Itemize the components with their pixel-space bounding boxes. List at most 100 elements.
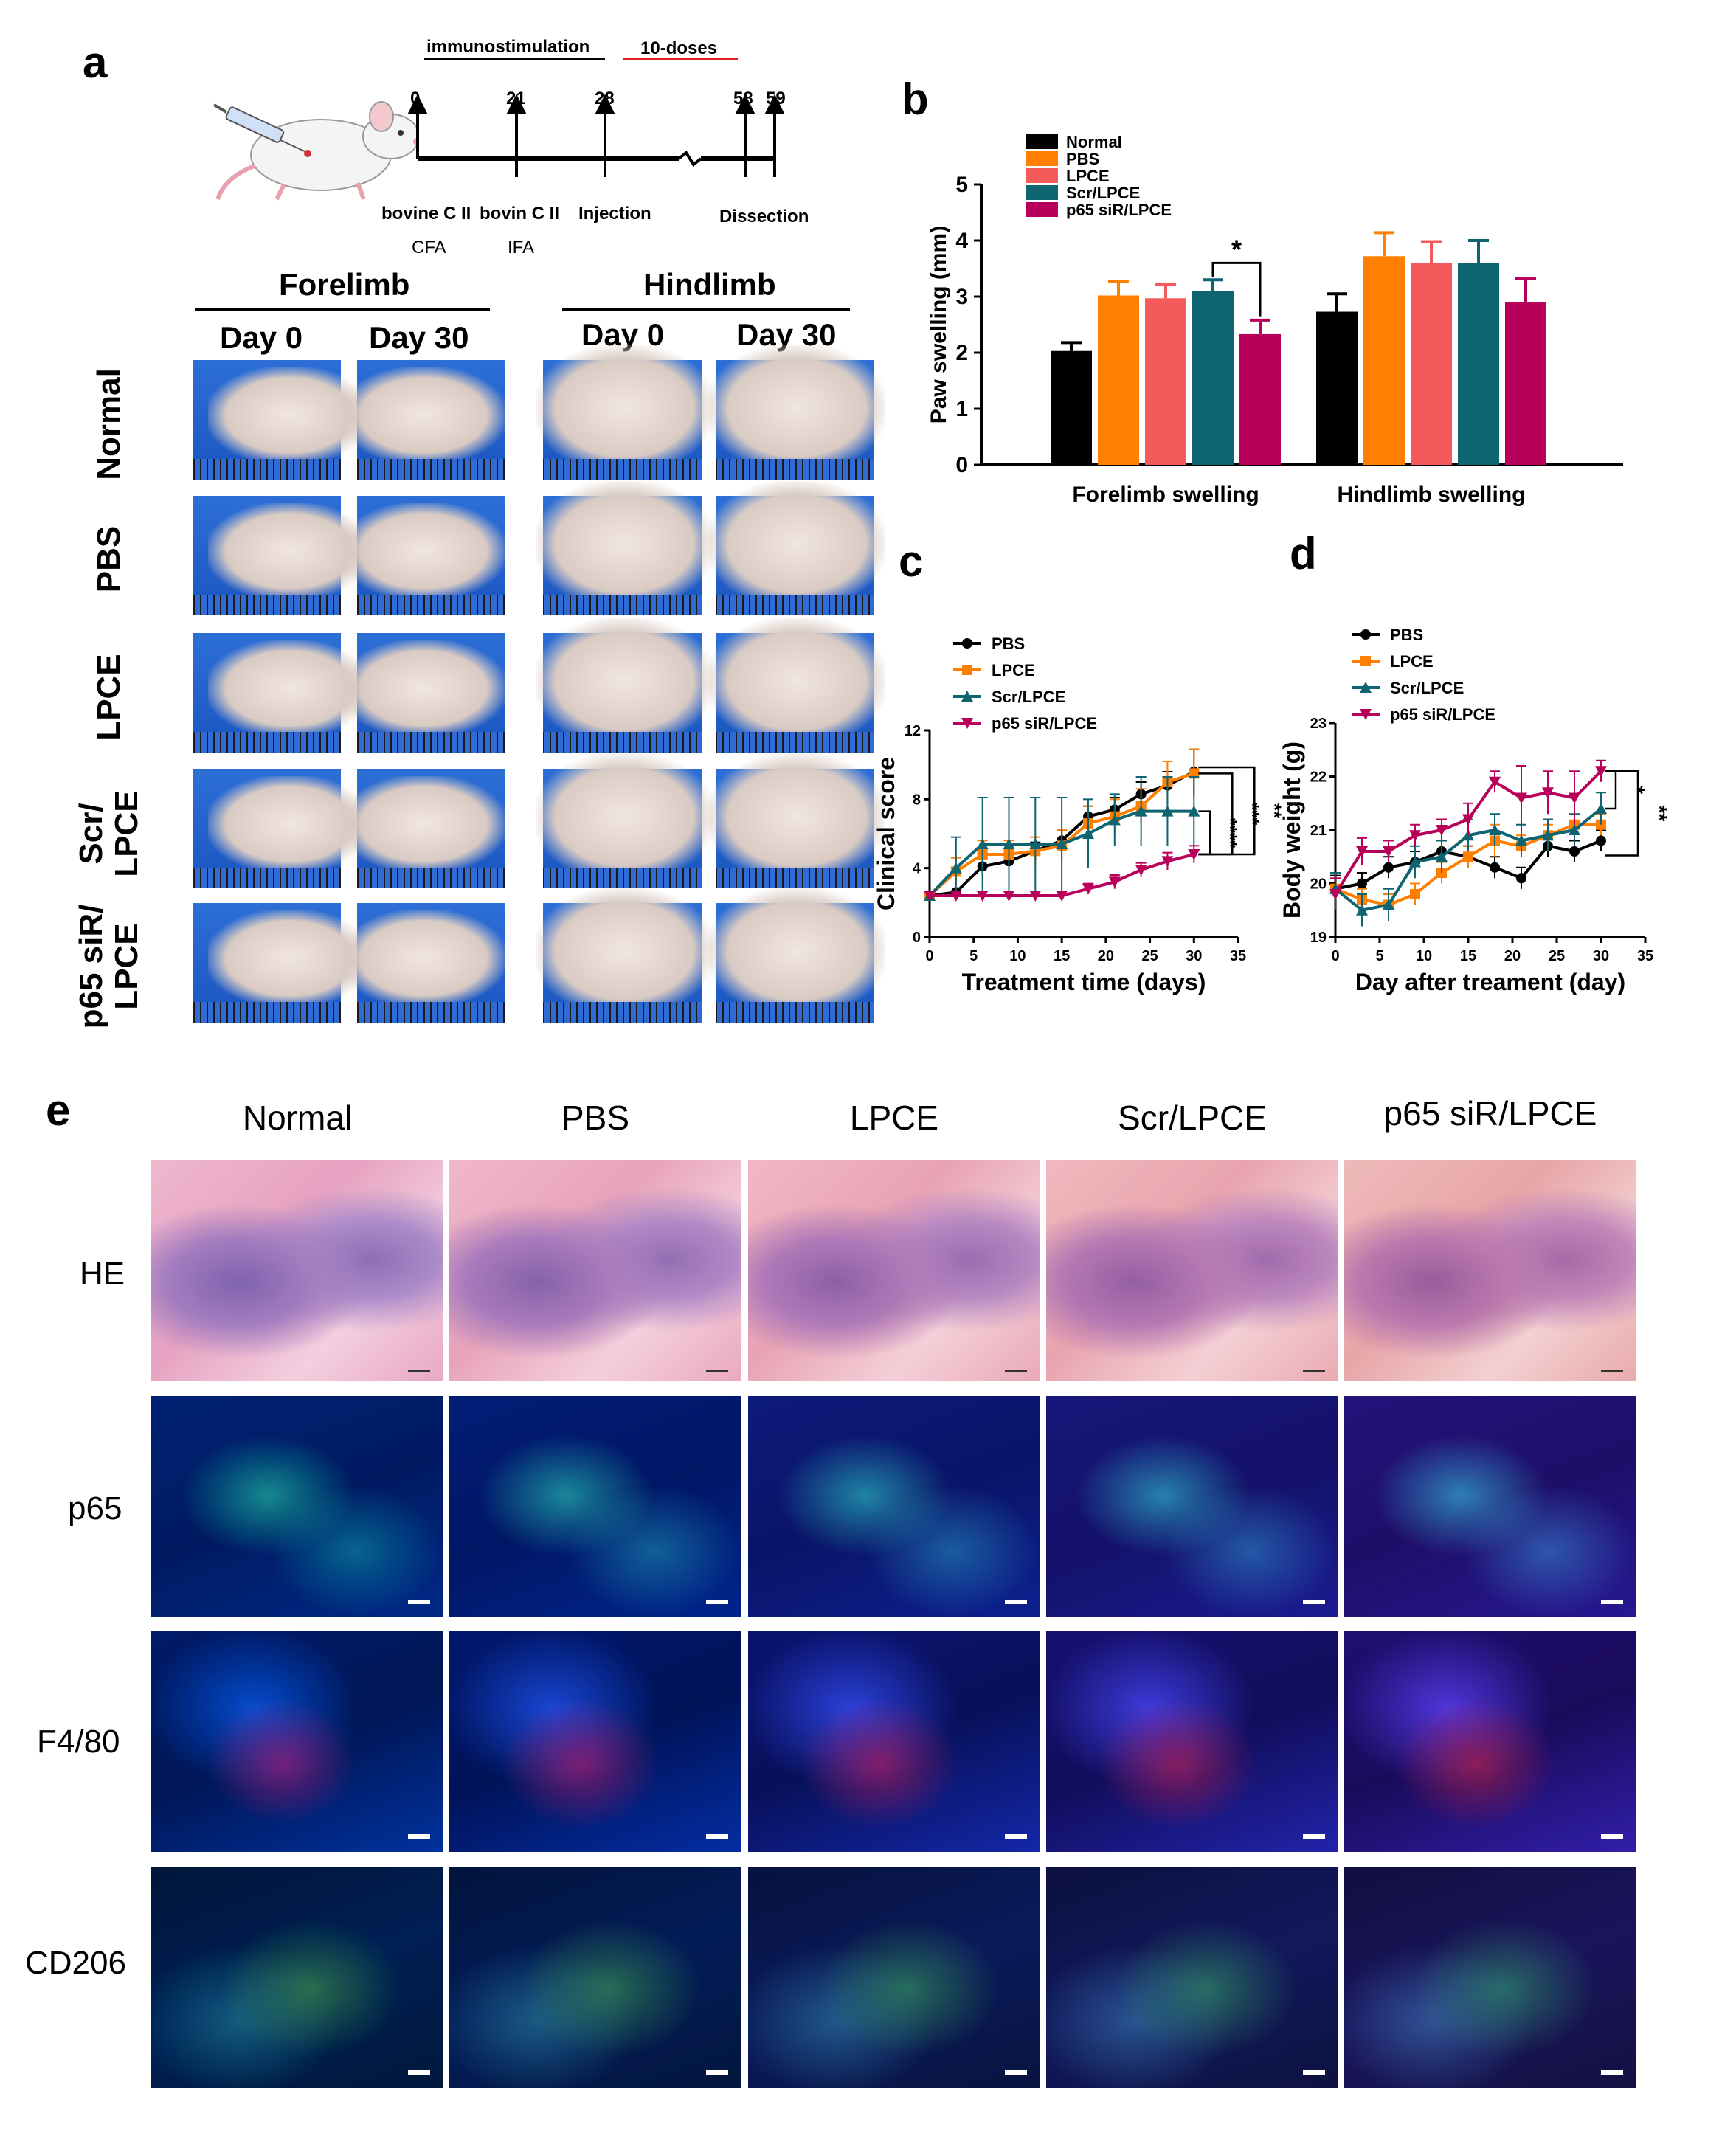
point-scr-lpce <box>1135 805 1147 817</box>
significance-bracket-pbs-label: ** <box>1648 805 1671 821</box>
paw-fur <box>708 345 885 471</box>
point-scr-lpce <box>1082 828 1094 839</box>
paw-fur <box>536 345 713 471</box>
scale-bar <box>1601 1834 1623 1839</box>
point-p65-sir-lpce <box>1569 792 1580 804</box>
legend-marker-p65-sir-lpce <box>1360 709 1372 720</box>
ruler <box>357 868 505 888</box>
point-p65-sir-lpce <box>1515 792 1527 804</box>
point-p65-sir-lpce <box>1029 891 1042 902</box>
timeline-adjuvant-ifa: IFA <box>508 238 535 257</box>
histology-image-f4-80-scr-lpce <box>1046 1631 1338 1852</box>
point-scr-lpce <box>976 838 989 849</box>
bar-pbs-hindlimb-swelling <box>1363 256 1405 465</box>
ruler <box>193 732 341 753</box>
legend-marker-scr-lpce <box>961 691 973 702</box>
group-label-pbs: PBS <box>91 525 127 593</box>
timeline-tick-21: 21 <box>506 89 526 108</box>
point-scr-lpce <box>1595 803 1607 814</box>
histology-image-he-normal <box>151 1160 443 1381</box>
point-p65-sir-lpce <box>1436 825 1448 836</box>
paw-photo-scr-lpce-hindlimb-day0 <box>536 754 713 888</box>
scale-bar <box>1601 1370 1623 1372</box>
point-p65-sir-lpce <box>1108 876 1121 888</box>
ruler <box>357 459 505 480</box>
ruler <box>193 1002 341 1023</box>
timeline-event-bovin-cii: bovin C II <box>480 204 559 224</box>
significance-bracket-pbs <box>1605 770 1639 857</box>
legend-label-lpce: LPCE <box>992 661 1035 680</box>
paw-photo-scr-lpce-forelimb-day30 <box>342 769 505 888</box>
legend-label-pbs: PBS <box>1066 150 1099 168</box>
point-p65-sir-lpce <box>1161 856 1174 868</box>
scale-bar <box>1601 2070 1623 2075</box>
x-tick-label: 20 <box>1504 948 1521 964</box>
x-tick-label: 15 <box>1054 948 1070 964</box>
paw-photo-p65-sir-lpce-hindlimb-day0 <box>536 888 713 1023</box>
bar-scr-lpce-forelimb-swelling <box>1192 291 1234 465</box>
x-tick-label: 5 <box>969 948 978 964</box>
paw-fur <box>708 481 885 606</box>
legend-swatch-pbs <box>1026 151 1058 166</box>
experiment-timeline <box>407 58 785 177</box>
scale-bar <box>706 2070 728 2075</box>
point-p65-sir-lpce <box>1542 787 1554 799</box>
y-tick-label: 3 <box>955 285 968 309</box>
paw-photo-lpce-hindlimb-day30 <box>708 618 885 753</box>
y-tick-label: 0 <box>955 453 968 477</box>
bar-pbs-forelimb-swelling <box>1098 295 1139 465</box>
scale-bar <box>1005 1834 1027 1839</box>
x-tick-label: 20 <box>1098 948 1114 964</box>
legend-marker-lpce <box>962 665 972 675</box>
histology-image-f4-80-lpce <box>748 1631 1040 1852</box>
body-weight-line-chart: 0 5 10 15 20 25 30 35 19 20 21 22 23 Day after treame… <box>1279 626 1671 995</box>
y-axis-label: Body weight (g) <box>1279 741 1305 919</box>
paw-photo-normal-hindlimb-day30 <box>708 345 885 480</box>
paw-photo-scr-lpce-forelimb-day0 <box>193 769 370 888</box>
significance-bracket-pbs-label: ** <box>1263 803 1284 819</box>
timeline-phase-immunostimulation: immunostimulation <box>426 37 590 57</box>
legend-label-normal: Normal <box>1066 133 1122 151</box>
histology-image-cd206-lpce <box>748 1867 1040 2088</box>
ruler <box>193 868 341 888</box>
scale-bar <box>1303 1600 1325 1604</box>
legend-label-scr-lpce: Scr/LPCE <box>992 688 1065 706</box>
scale-bar <box>408 2070 430 2075</box>
legend-label-scr-lpce: Scr/LPCE <box>1390 679 1464 697</box>
point-p65-sir-lpce <box>1489 776 1501 788</box>
bar-scr-lpce-hindlimb-swelling <box>1458 263 1499 465</box>
histology-image-p65-scr-lpce <box>1046 1396 1338 1617</box>
y-tick-label: 8 <box>913 792 921 808</box>
legend-swatch-normal <box>1026 134 1058 149</box>
y-tick-label: 20 <box>1310 876 1327 893</box>
timeline-phase-doses: 10-doses <box>640 38 718 58</box>
y-tick-label: 1 <box>955 397 968 421</box>
x-tick-label: 35 <box>1230 948 1246 964</box>
ruler <box>193 459 341 480</box>
point-scr-lpce <box>1383 899 1394 910</box>
point-pbs <box>1569 846 1580 857</box>
clinical-score-line-chart: 0 5 10 15 20 25 30 35 0 4 8 12 Treatment time (days)… <box>873 634 1284 995</box>
legend-marker-scr-lpce <box>1360 682 1372 693</box>
histology-column-scr-lpce: Scr/LPCE <box>1118 1099 1267 1137</box>
histology-image-he-scr-lpce <box>1046 1160 1338 1381</box>
scale-bar <box>408 1370 430 1372</box>
histology-image-p65-pbs <box>449 1396 741 1617</box>
histology-row-cd206: CD206 <box>25 1945 126 1981</box>
paw-fur <box>342 367 505 463</box>
legend-label-p65-sir-lpce: p65 siR/LPCE <box>1390 705 1495 724</box>
x-tick-label: 10 <box>1009 948 1026 964</box>
scale-bar <box>706 1370 728 1372</box>
y-tick-label: 5 <box>955 173 968 197</box>
point-scr-lpce <box>1056 838 1068 849</box>
x-tick-label: 10 <box>1416 948 1432 964</box>
paw-fur <box>708 888 885 1014</box>
mouse-illustration <box>212 101 417 201</box>
ruler <box>543 732 702 753</box>
point-pbs <box>1596 835 1606 846</box>
paw-photo-normal-forelimb-day30 <box>342 360 505 480</box>
point-pbs <box>1490 862 1500 873</box>
x-tick-label: 0 <box>925 948 933 964</box>
paw-photo-pbs-forelimb-day30 <box>342 496 505 615</box>
paw-photo-normal-forelimb-day0 <box>193 360 370 480</box>
